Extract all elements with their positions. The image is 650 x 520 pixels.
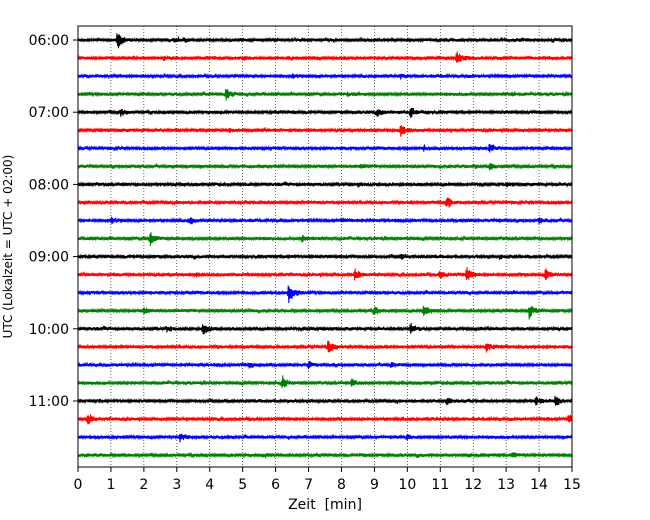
trace-row-0930 — [77, 285, 573, 304]
y-tick-label: 09:00 — [29, 250, 69, 266]
trace-row-1130 — [77, 433, 573, 443]
trace-row-1145 — [77, 451, 573, 459]
trace-row-1030 — [77, 361, 573, 370]
trace-row-0600 — [77, 33, 573, 49]
x-tick-label: 4 — [205, 477, 214, 493]
trace-row-0645 — [77, 89, 573, 101]
trace-row-0745 — [77, 162, 573, 171]
x-tick-label: 5 — [238, 477, 247, 493]
seismic-traces — [77, 33, 573, 459]
x-tick-label: 9 — [370, 477, 379, 493]
trace-row-1045 — [77, 375, 573, 388]
trace-row-0845 — [77, 232, 573, 247]
y-tick-label: 11:00 — [29, 394, 69, 410]
x-tick-label: 2 — [139, 477, 148, 493]
x-tick-label: 13 — [497, 477, 515, 493]
y-tick-label: 10:00 — [29, 322, 69, 338]
y-tick-label: 06:00 — [29, 33, 69, 49]
trace-row-0615 — [77, 51, 573, 63]
y-axis-ticks: 06:00 07:00 08:00 09:00 10:00 11:00 — [29, 33, 78, 410]
trace-row-0630 — [77, 72, 573, 80]
x-tick-label: 3 — [172, 477, 181, 493]
trace-row-0800 — [77, 181, 573, 188]
trace-row-0815 — [77, 197, 573, 208]
trace-row-0715 — [77, 124, 573, 137]
x-axis-ticks: 0 1 2 3 4 5 6 7 8 9 10 11 12 13 14 15 — [74, 467, 581, 493]
x-tick-label: 14 — [530, 477, 548, 493]
y-axis-label: UTC (Lokalzeit = UTC + 02:00) — [1, 155, 15, 339]
trace-row-1000 — [77, 323, 573, 335]
y-tick-label: 08:00 — [29, 177, 69, 193]
x-tick-label: 15 — [563, 477, 581, 493]
plot-frame — [77, 25, 573, 468]
x-axis-label: Zeit [min] — [288, 497, 362, 513]
trace-row-0945 — [77, 305, 573, 320]
x-tick-label: 10 — [398, 477, 416, 493]
trace-row-0900 — [77, 253, 573, 260]
x-tick-label: 12 — [464, 477, 482, 493]
y-tick-label: 07:00 — [29, 105, 69, 121]
trace-row-0830 — [77, 216, 573, 225]
x-tick-label: 8 — [337, 477, 346, 493]
x-tick-label: 1 — [106, 477, 115, 493]
trace-row-1115 — [77, 414, 573, 425]
trace-row-0730 — [77, 143, 573, 153]
trace-row-1015 — [77, 340, 573, 353]
x-tick-label: 11 — [431, 477, 449, 493]
x-tick-label: 0 — [74, 477, 83, 493]
x-tick-label: 7 — [304, 477, 313, 493]
trace-row-0915 — [77, 266, 573, 281]
trace-row-0700 — [77, 107, 573, 118]
x-tick-label: 6 — [271, 477, 280, 493]
trace-row-1100 — [77, 395, 573, 406]
